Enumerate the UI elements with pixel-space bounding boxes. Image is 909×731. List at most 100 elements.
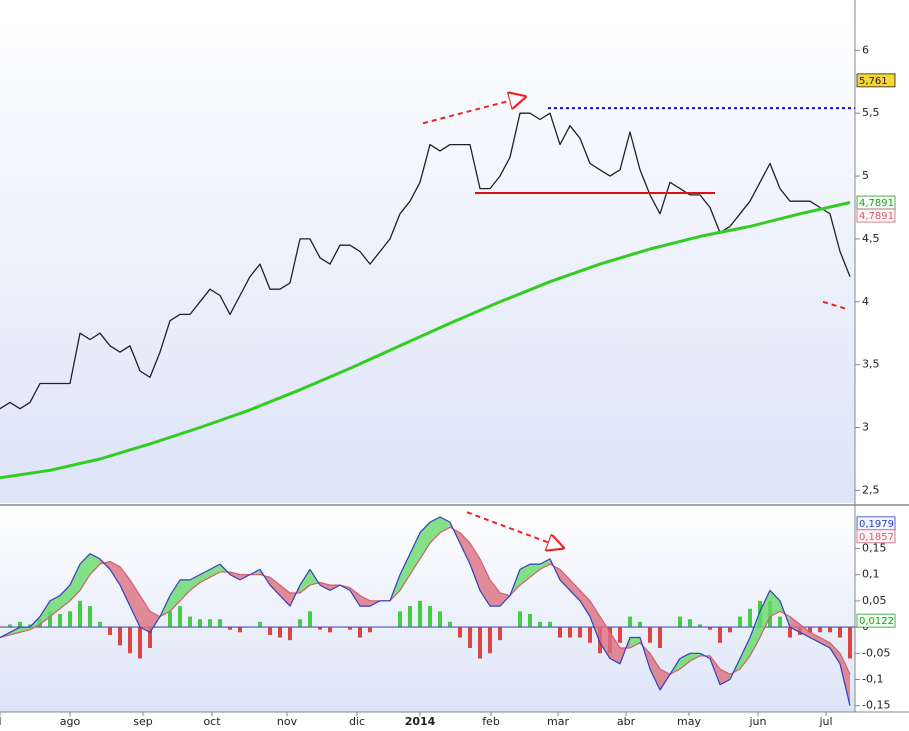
- histogram-bar: [398, 611, 402, 628]
- price-label: 0,1979: [859, 519, 894, 530]
- histogram-bar: [308, 611, 312, 628]
- y-tick-label: 5: [862, 169, 869, 182]
- x-tick-label: abr: [617, 715, 636, 728]
- histogram-bar: [138, 627, 142, 659]
- price-line: [0, 112, 851, 410]
- histogram-bar: [698, 624, 702, 628]
- moving-average-line: [0, 201, 851, 480]
- y-tick-label: -0,1: [862, 672, 883, 685]
- histogram-bar: [538, 621, 542, 628]
- macd-fill: [480, 558, 490, 607]
- histogram-bar: [528, 613, 532, 628]
- histogram-bar: [518, 611, 522, 628]
- macd-fill: [110, 561, 120, 586]
- x-tick-label: may: [677, 715, 701, 728]
- price-label-box: [856, 613, 896, 628]
- histogram-bar: [428, 606, 432, 628]
- macd-fill: [600, 616, 610, 659]
- macd-fill: [50, 595, 60, 617]
- y-tick-label: 0,1: [862, 568, 880, 581]
- x-tick-label: ago: [60, 715, 81, 728]
- histogram-bar: [48, 611, 52, 628]
- macd-fill: [210, 564, 220, 578]
- macd-fill: [470, 543, 480, 591]
- price-label-box: [856, 208, 896, 223]
- y-tick-label: 4,5: [862, 232, 880, 245]
- annotation-line: [466, 511, 563, 548]
- histogram-bar: [268, 627, 272, 635]
- x-tick-label: feb: [482, 715, 500, 728]
- histogram-bar: [438, 611, 442, 628]
- histogram-bar: [818, 627, 822, 633]
- macd-fill: [20, 627, 30, 633]
- y-tick-label: 4: [862, 295, 869, 308]
- histogram-bar: [358, 627, 362, 638]
- histogram-bar: [298, 619, 302, 628]
- macd-fill: [650, 653, 660, 690]
- macd-fill: [360, 595, 370, 607]
- histogram-bar: [748, 608, 752, 628]
- histogram-bar: [28, 624, 32, 628]
- histogram-bar: [348, 627, 352, 630]
- macd-fill: [830, 642, 840, 664]
- macd-fill: [80, 553, 90, 591]
- macd-fill: [280, 585, 290, 607]
- histogram-bar: [58, 613, 62, 628]
- y-tick-label: 6: [862, 43, 869, 56]
- macd-fill: [660, 669, 670, 690]
- histogram-bar: [118, 627, 122, 646]
- y-tick-label: 0,15: [862, 541, 887, 554]
- histogram-bar: [838, 627, 842, 638]
- macd-fill: [490, 579, 500, 607]
- histogram-bar: [548, 621, 552, 628]
- macd-fill: [40, 600, 50, 625]
- price-label: 0,0122: [859, 616, 894, 627]
- price-label: 0,1857: [859, 532, 894, 543]
- histogram-bar: [688, 619, 692, 628]
- y-tick-label: 3,5: [862, 358, 880, 371]
- histogram-bar: [148, 627, 152, 649]
- histogram-bar: [848, 627, 852, 659]
- histogram-bar: [8, 624, 12, 628]
- histogram-bar: [568, 627, 572, 638]
- histogram-bar: [408, 606, 412, 628]
- histogram-bar: [128, 627, 132, 654]
- macd-fill: [740, 637, 750, 670]
- macd-fill: [70, 564, 80, 601]
- x-tick-label: nov: [277, 715, 298, 728]
- histogram-bar: [78, 600, 82, 628]
- histogram-bar: [788, 627, 792, 638]
- histogram-bar: [828, 627, 832, 633]
- price-label: 5,761: [859, 76, 888, 87]
- x-tick-label: dic: [349, 715, 365, 728]
- histogram-bar: [88, 606, 92, 628]
- macd-fill: [840, 653, 850, 706]
- macd-fill: [560, 569, 570, 591]
- macd-fill: [530, 564, 540, 578]
- macd-fill: [580, 590, 590, 617]
- histogram-bar: [488, 627, 492, 654]
- macd-fill: [90, 553, 100, 575]
- price-panel: [0, 0, 855, 503]
- x-tick-label: jun: [749, 715, 767, 728]
- histogram-bar: [498, 627, 502, 641]
- macd-fill: [140, 595, 150, 633]
- histogram-bar: [238, 627, 242, 633]
- histogram-bar: [168, 611, 172, 628]
- macd-fill: [540, 558, 550, 570]
- macd-fill: [750, 611, 760, 656]
- histogram-bar: [198, 619, 202, 628]
- signal-line: [0, 526, 851, 675]
- histogram-bar: [218, 619, 222, 628]
- histogram-bar: [718, 627, 722, 643]
- y-tick-label: -0,05: [862, 646, 890, 659]
- x-tick-label: jul: [818, 715, 832, 728]
- histogram-bar: [18, 621, 22, 628]
- macd-fill: [820, 637, 830, 649]
- x-tick-label: mar: [547, 715, 569, 728]
- histogram-bar: [728, 627, 732, 633]
- macd-fill: [270, 577, 280, 596]
- histogram-bar: [558, 627, 562, 638]
